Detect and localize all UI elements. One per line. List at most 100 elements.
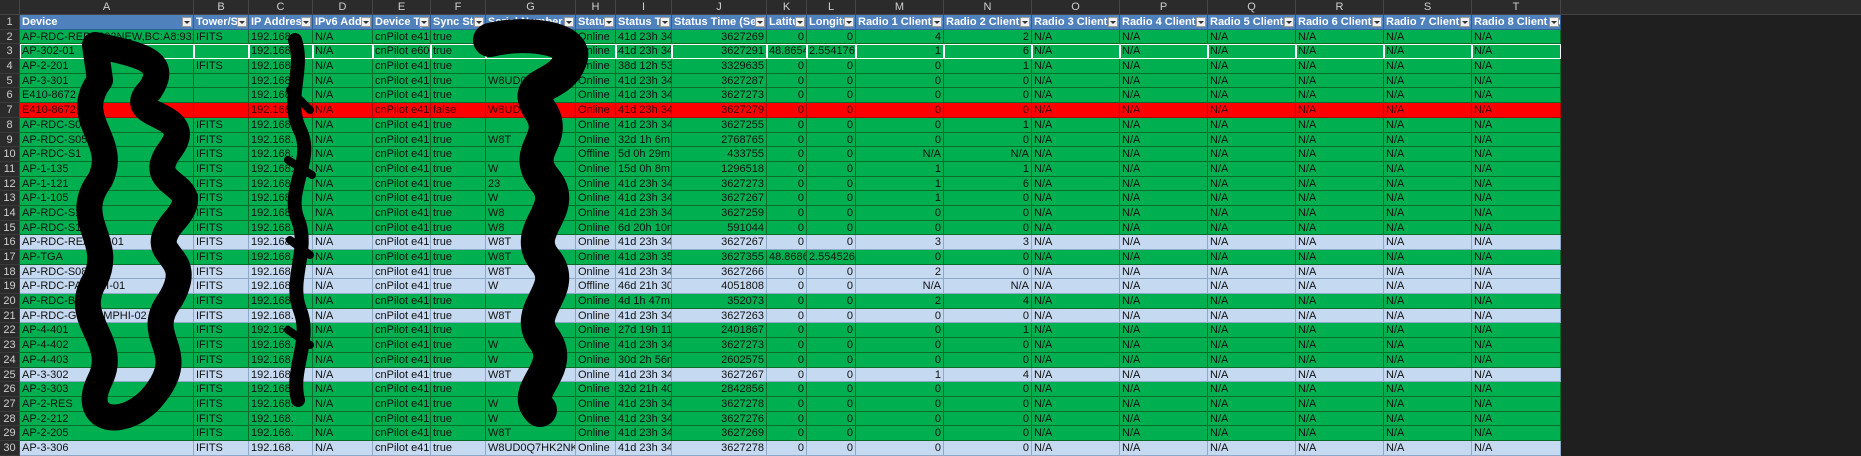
cell[interactable]: N/A xyxy=(1472,235,1561,250)
cell[interactable]: IFITS xyxy=(194,308,249,324)
cell[interactable]: true xyxy=(431,396,486,412)
cell[interactable]: true xyxy=(431,117,486,133)
cell[interactable]: Online xyxy=(576,88,616,104)
cell[interactable]: true xyxy=(431,132,486,148)
cell[interactable]: 0 xyxy=(856,323,944,339)
filter-dropdown-icon[interactable] xyxy=(1549,17,1559,27)
cell[interactable]: IFITS xyxy=(194,352,249,368)
column-header[interactable]: Radio 5 Client Co xyxy=(1208,15,1296,30)
cell[interactable]: cnPilot e410 xyxy=(373,382,431,397)
cell[interactable]: N/A xyxy=(1384,103,1472,118)
cell[interactable]: true xyxy=(431,323,486,339)
cell[interactable]: 0 xyxy=(944,191,1032,206)
cell[interactable]: N/A xyxy=(1032,382,1120,397)
row-number[interactable]: 26 xyxy=(0,382,20,397)
cell[interactable]: true xyxy=(431,29,486,45)
cell[interactable]: N/A xyxy=(1032,396,1120,412)
cell[interactable]: 0 xyxy=(807,205,856,221)
cell[interactable]: W8T xyxy=(486,235,576,250)
cell[interactable]: 41d 23h 34m xyxy=(616,440,672,456)
cell[interactable]: AP-2-212 xyxy=(20,411,194,427)
cell[interactable]: Online xyxy=(576,250,616,265)
cell[interactable]: 38d 12h 53m xyxy=(616,59,672,74)
cell[interactable]: IFITS xyxy=(194,29,249,45)
cell[interactable]: N/A xyxy=(313,147,373,162)
column-header[interactable]: Radio 8 Client Co xyxy=(1472,15,1561,30)
cell[interactable]: N/A xyxy=(1120,308,1208,324)
cell[interactable]: Online xyxy=(576,367,616,383)
cell[interactable]: false xyxy=(431,103,486,118)
cell[interactable]: N/A xyxy=(1120,176,1208,192)
cell[interactable]: 0 xyxy=(767,426,807,441)
cell[interactable]: N/A xyxy=(313,323,373,339)
row-number[interactable]: 16 xyxy=(0,235,20,250)
cell[interactable]: 3627279 xyxy=(672,103,767,118)
cell[interactable]: 192.168. xyxy=(249,264,313,280)
cell[interactable]: 0 xyxy=(767,308,807,324)
cell[interactable]: 0 xyxy=(807,117,856,133)
cell[interactable]: N/A xyxy=(1296,29,1384,45)
column-letter-E[interactable]: E xyxy=(373,0,431,14)
cell[interactable]: N/A xyxy=(1032,411,1120,427)
cell[interactable]: IFITS xyxy=(194,132,249,148)
cell[interactable]: N/A xyxy=(1120,59,1208,74)
cell[interactable]: N/A xyxy=(1472,117,1561,133)
cell[interactable]: N/A xyxy=(1296,338,1384,353)
cell[interactable]: AP-TGA xyxy=(20,250,194,265)
cell[interactable]: N/A xyxy=(1120,426,1208,441)
cell[interactable]: 3627273 xyxy=(672,88,767,104)
filter-dropdown-icon[interactable] xyxy=(795,17,805,27)
cell[interactable]: 1 xyxy=(944,117,1032,133)
cell[interactable]: 2 xyxy=(944,29,1032,45)
column-letter-R[interactable]: R xyxy=(1296,0,1384,14)
filter-dropdown-icon[interactable] xyxy=(1196,17,1206,27)
row-number[interactable]: 25 xyxy=(0,367,20,383)
cell[interactable]: 3627267 xyxy=(672,191,767,206)
cell[interactable]: Online xyxy=(576,44,616,60)
column-letter-D[interactable]: D xyxy=(313,0,373,14)
cell[interactable]: 4051808 xyxy=(672,279,767,295)
cell[interactable]: 192.168. xyxy=(249,250,313,265)
cell[interactable]: Online xyxy=(576,220,616,236)
cell[interactable]: IFITS xyxy=(194,426,249,441)
cell[interactable]: 0 xyxy=(767,338,807,353)
cell[interactable]: 0 xyxy=(767,352,807,368)
cell[interactable]: Online xyxy=(576,235,616,250)
cell[interactable]: N/A xyxy=(313,176,373,192)
cell[interactable]: N/A xyxy=(1032,205,1120,221)
cell[interactable]: 0 xyxy=(856,352,944,368)
cell[interactable]: 192.168. xyxy=(249,132,313,148)
cell[interactable]: 0 xyxy=(807,264,856,280)
cell[interactable]: N/A xyxy=(1472,279,1561,295)
cell[interactable]: N/A xyxy=(1296,132,1384,148)
cell[interactable]: N/A xyxy=(1208,176,1296,192)
cell[interactable]: AP-3-306 xyxy=(20,440,194,456)
cell[interactable]: cnPilot e410 xyxy=(373,88,431,104)
cell[interactable]: N/A xyxy=(313,73,373,89)
row-number[interactable]: 22 xyxy=(0,323,20,339)
cell[interactable]: N/A xyxy=(1208,323,1296,339)
cell[interactable]: 6 xyxy=(944,44,1032,60)
cell[interactable]: Offline xyxy=(576,147,616,162)
cell[interactable]: N/A xyxy=(1472,147,1561,162)
row-number[interactable]: 1 xyxy=(0,15,20,30)
cell[interactable]: N/A xyxy=(1120,440,1208,456)
cell[interactable]: true xyxy=(431,440,486,456)
column-header[interactable]: Tower/S xyxy=(194,15,249,30)
cell[interactable]: N/A xyxy=(1384,59,1472,74)
cell[interactable]: N/A xyxy=(1472,205,1561,221)
cell[interactable]: 352073 xyxy=(672,294,767,309)
row-number[interactable]: 2 xyxy=(0,29,20,45)
cell[interactable]: 3627273 xyxy=(672,176,767,192)
cell[interactable]: 0 xyxy=(856,103,944,118)
cell[interactable]: cnPilot e600 xyxy=(373,44,431,60)
cell[interactable]: true xyxy=(431,367,486,383)
cell[interactable]: 41d 23h 34m xyxy=(616,235,672,250)
cell[interactable]: 0 xyxy=(767,147,807,162)
cell[interactable]: 0 xyxy=(807,59,856,74)
cell[interactable]: Online xyxy=(576,161,616,177)
cell[interactable]: 0 xyxy=(856,250,944,265)
cell[interactable]: IFITS xyxy=(194,220,249,236)
cell[interactable]: true xyxy=(431,352,486,368)
cell[interactable]: cnPilot e410 xyxy=(373,426,431,441)
